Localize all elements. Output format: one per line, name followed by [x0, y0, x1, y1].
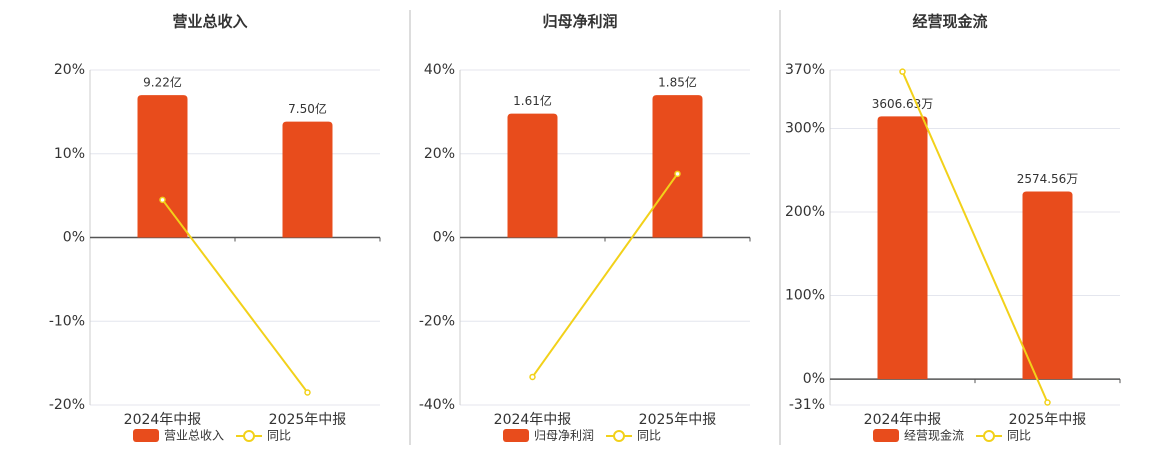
x-tick-label: 2024年中报 — [124, 412, 202, 428]
y-tick-label: 20% — [54, 62, 85, 78]
value-label: 9.22亿 — [143, 75, 182, 90]
legend-swatch — [133, 429, 159, 442]
line-point — [304, 389, 311, 396]
value-label: 7.50亿 — [288, 101, 327, 116]
y-tick-label: 0% — [433, 230, 455, 246]
y-tick-label: 370% — [785, 62, 825, 78]
line-point — [674, 170, 681, 178]
y-tick-label: -20% — [419, 313, 455, 329]
chart-title: 经营现金流 — [912, 13, 987, 31]
legend-label: 经营现金流 — [904, 428, 964, 443]
line — [531, 173, 679, 378]
x-tick-label: 2025年中报 — [269, 412, 347, 428]
bar — [652, 95, 703, 238]
x-tick-label: 2025年中报 — [1009, 412, 1087, 428]
value-label: 1.85亿 — [658, 75, 697, 90]
y-tick-label: 100% — [785, 288, 825, 304]
legend-label: 营业总收入 — [164, 429, 224, 443]
chart-title: 归母净利润 — [542, 13, 617, 31]
legend-label: 归母净利润 — [534, 429, 594, 443]
legend-label: 同比 — [637, 429, 661, 443]
value-label: 1.61亿 — [513, 93, 552, 108]
legend-swatch — [243, 430, 256, 442]
bar — [1022, 191, 1073, 380]
y-tick-label: 300% — [785, 120, 825, 136]
legend-swatch — [613, 430, 626, 442]
y-tick-label: 200% — [785, 204, 825, 220]
line-point — [1044, 399, 1051, 406]
legend-label: 同比 — [1007, 429, 1031, 443]
y-tick-label: -31% — [789, 397, 825, 413]
y-tick-label: -20% — [49, 397, 85, 413]
bar — [507, 113, 558, 238]
bar — [877, 116, 928, 380]
bar — [137, 95, 188, 238]
y-tick-label: -40% — [419, 397, 455, 413]
value-label: 3606.63万 — [872, 97, 934, 111]
legend-swatch — [983, 430, 996, 442]
value-label: 2574.56万 — [1017, 172, 1079, 186]
x-tick-label: 2025年中报 — [639, 412, 717, 428]
chart-title: 营业总收入 — [172, 13, 247, 31]
y-tick-label: 0% — [63, 230, 85, 246]
y-tick-label: 0% — [803, 371, 825, 387]
y-tick-label: 20% — [424, 146, 455, 162]
legend-swatch — [503, 429, 529, 442]
y-tick-label: -10% — [49, 313, 85, 329]
line-point — [529, 373, 536, 381]
bar — [282, 121, 333, 238]
x-tick-label: 2024年中报 — [864, 412, 942, 428]
line-point — [899, 68, 906, 75]
y-tick-label: 40% — [424, 62, 455, 78]
line — [901, 71, 1049, 403]
y-tick-label: 10% — [54, 146, 85, 162]
legend-label: 同比 — [267, 429, 291, 443]
x-tick-label: 2024年中报 — [494, 412, 572, 428]
line-point — [159, 196, 166, 204]
legend-swatch — [873, 429, 899, 442]
line — [161, 199, 309, 394]
